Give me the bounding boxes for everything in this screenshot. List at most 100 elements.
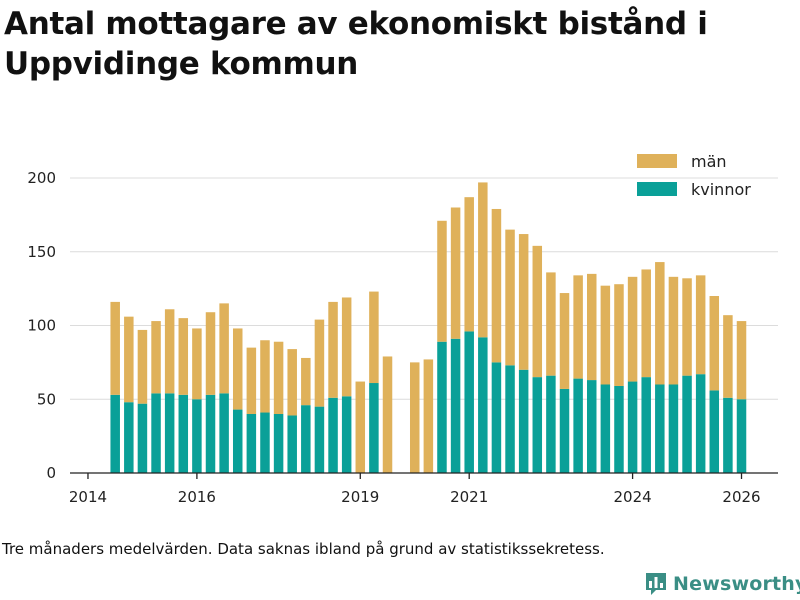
bar-man: [586, 273, 597, 381]
bar-kvinnor: [232, 409, 243, 473]
bar-man: [246, 347, 257, 414]
bar-man: [464, 197, 474, 332]
bar-man: [164, 309, 175, 394]
bar-man: [641, 269, 651, 378]
x-tick-label: 2024: [613, 488, 651, 506]
bar-man: [110, 301, 120, 395]
bar-man: [369, 291, 379, 384]
bar-kvinnor: [164, 393, 175, 473]
legend-swatch-man: [637, 154, 677, 168]
y-tick-label: 150: [27, 243, 56, 261]
bar-kvinnor: [437, 341, 447, 473]
bar-man: [532, 245, 543, 378]
bar-man: [695, 275, 706, 375]
bar-man: [559, 293, 570, 389]
bar-man: [314, 319, 325, 407]
footnote: Tre månaders medelvärden. Data saknas ib…: [2, 540, 605, 558]
x-tick-label: 2016: [178, 488, 216, 506]
bar-man: [382, 356, 393, 473]
bar-man: [682, 278, 692, 376]
stacked-bar-chart: 0 50 100 150 200 2014 2016 2019 2021 2024 2026 män k…: [27, 152, 778, 506]
bar-kvinnor: [246, 414, 257, 473]
bar-man: [205, 312, 216, 395]
x-tick-label: 2026: [722, 488, 760, 506]
bar-kvinnor: [273, 414, 284, 473]
bar-man: [192, 328, 202, 400]
x-tick-label: 2014: [69, 488, 107, 506]
bar-man: [736, 321, 747, 400]
bar-kvinnor: [736, 399, 747, 473]
bar-man: [518, 234, 529, 370]
bar-kvinnor: [682, 375, 692, 473]
bar-man: [668, 276, 679, 385]
bar-man: [301, 357, 311, 406]
bar-kvinnor: [586, 380, 597, 473]
bar-kvinnor: [546, 375, 556, 473]
bar-man: [627, 276, 638, 382]
bar-man: [600, 285, 611, 385]
bar-man: [178, 318, 189, 395]
bar-man: [260, 340, 270, 413]
bar-kvinnor: [328, 397, 338, 473]
bar-kvinnor: [600, 384, 611, 473]
bar-kvinnor: [205, 394, 216, 473]
brand-name: Newsworthy: [673, 573, 800, 595]
bar-man: [232, 328, 243, 410]
bar-kvinnor: [151, 393, 161, 473]
legend-label-man: män: [691, 152, 727, 171]
bar-kvinnor: [464, 331, 474, 473]
y-tick-label: 200: [27, 169, 56, 187]
bar-kvinnor: [505, 365, 515, 473]
bar-kvinnor: [124, 402, 134, 473]
x-tick-label: 2019: [341, 488, 379, 506]
bar-kvinnor: [668, 384, 679, 473]
bar-man: [219, 303, 229, 394]
bar-kvinnor: [178, 394, 189, 473]
bar-man: [328, 301, 338, 398]
y-tick-label: 50: [37, 390, 56, 408]
bar-kvinnor: [614, 385, 624, 473]
bar-kvinnor: [450, 338, 461, 473]
bar-man: [341, 297, 352, 397]
bar-kvinnor: [723, 397, 733, 473]
bar-kvinnor: [369, 383, 379, 473]
bar-kvinnor: [260, 412, 270, 473]
bar-kvinnor: [314, 406, 325, 473]
legend-swatch-kvinnor: [637, 182, 677, 196]
bar-man: [423, 359, 434, 473]
legend-label-kvinnor: kvinnor: [691, 180, 751, 199]
bar-kvinnor: [192, 399, 202, 473]
bar-kvinnor: [219, 393, 229, 473]
bar-man: [137, 329, 148, 404]
bar-man: [437, 220, 447, 342]
bar-man: [491, 208, 502, 363]
bar-kvinnor: [641, 377, 651, 473]
bar-kvinnor: [655, 384, 665, 473]
bar-kvinnor: [695, 374, 706, 473]
bar-man: [505, 229, 515, 366]
bar-man: [450, 207, 461, 339]
x-tick-label: 2021: [450, 488, 488, 506]
bar-kvinnor: [341, 396, 352, 473]
bar-man: [614, 284, 624, 386]
bar-man: [124, 316, 134, 403]
bar-kvinnor: [573, 378, 583, 473]
bar-kvinnor: [287, 415, 297, 473]
bar-kvinnor: [627, 381, 638, 473]
bar-man: [355, 381, 366, 473]
chart-title: Antal mottagare av ekonomiskt bistånd i …: [4, 6, 708, 82]
bar-man: [723, 315, 733, 398]
bar-man: [573, 275, 583, 379]
bar-man: [546, 272, 556, 376]
bar-kvinnor: [478, 337, 488, 473]
newsworthy-logo[interactable]: Newsworthy: [645, 570, 800, 598]
bar-man: [478, 182, 488, 338]
bar-man: [287, 349, 297, 416]
bar-kvinnor: [491, 362, 502, 473]
bar-man: [409, 362, 420, 473]
y-tick-label: 0: [46, 464, 56, 482]
bar-man: [655, 262, 665, 385]
y-tick-label: 100: [27, 317, 56, 335]
bar-man: [709, 296, 720, 391]
bar-chart-logo-icon: [646, 573, 666, 595]
